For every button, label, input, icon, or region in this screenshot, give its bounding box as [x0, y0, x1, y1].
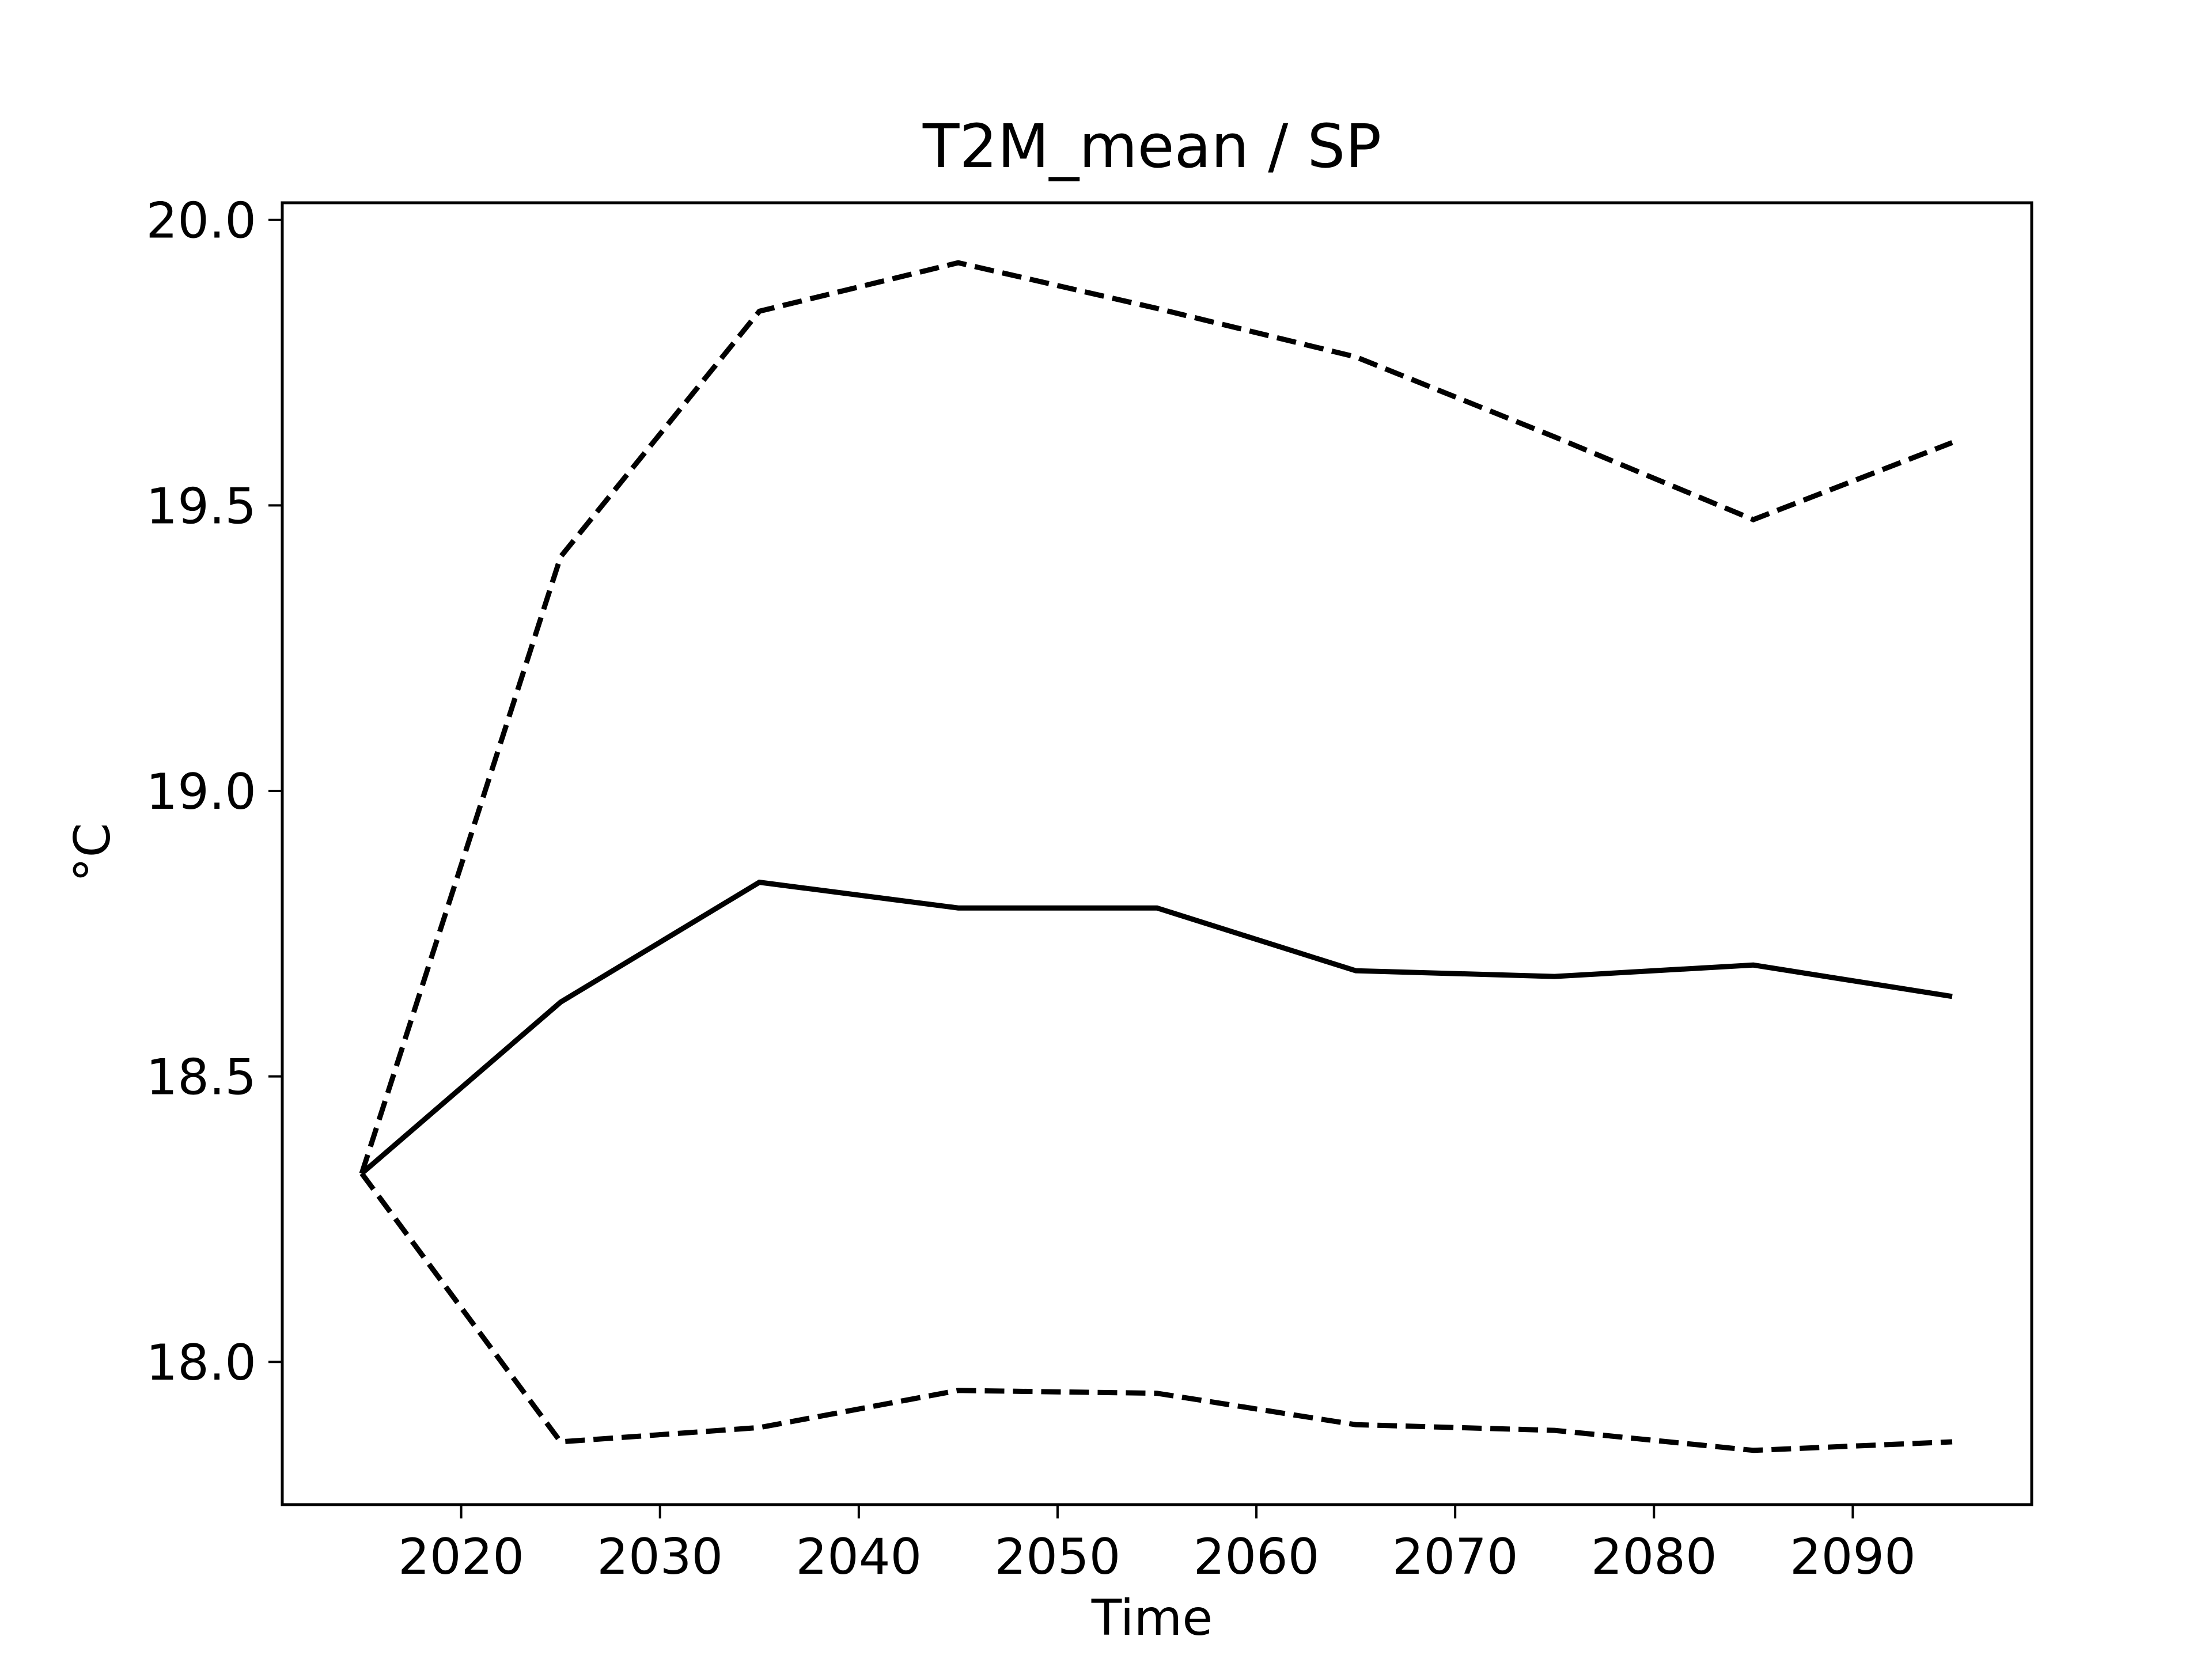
x-tick-label: 2040: [796, 1528, 922, 1586]
x-tick-label: 2050: [995, 1528, 1121, 1586]
x-axis-label: Time: [1091, 1589, 1213, 1647]
x-tick-label: 2020: [398, 1528, 524, 1586]
y-tick-label: 18.5: [146, 1049, 256, 1107]
series-layer: [359, 260, 1953, 1453]
plot-frame: [281, 201, 2033, 1506]
x-tick-label: 2030: [597, 1528, 723, 1586]
upper-bound-series-line: [359, 260, 1953, 1175]
y-tick-label: 19.0: [146, 763, 256, 821]
y-tick-label: 19.5: [146, 478, 256, 535]
y-axis-label: °C: [64, 823, 122, 882]
mean-series-line: [360, 879, 1953, 1176]
y-tick-label: 18.0: [146, 1334, 256, 1392]
lower-bound-series-line: [359, 1172, 1953, 1453]
x-tick-label: 2070: [1392, 1528, 1518, 1586]
x-tick-label: 2060: [1194, 1528, 1320, 1586]
x-tick-label: 2090: [1790, 1528, 1916, 1586]
x-tick-label: 2080: [1591, 1528, 1717, 1586]
chart-title: T2M_mean / SP: [922, 111, 1381, 181]
tick-layer: 2020 2030 2040 2050 2060 2070 2080 2090 18.0 18.5…: [146, 192, 1916, 1586]
y-tick-label: 20.0: [146, 192, 256, 250]
